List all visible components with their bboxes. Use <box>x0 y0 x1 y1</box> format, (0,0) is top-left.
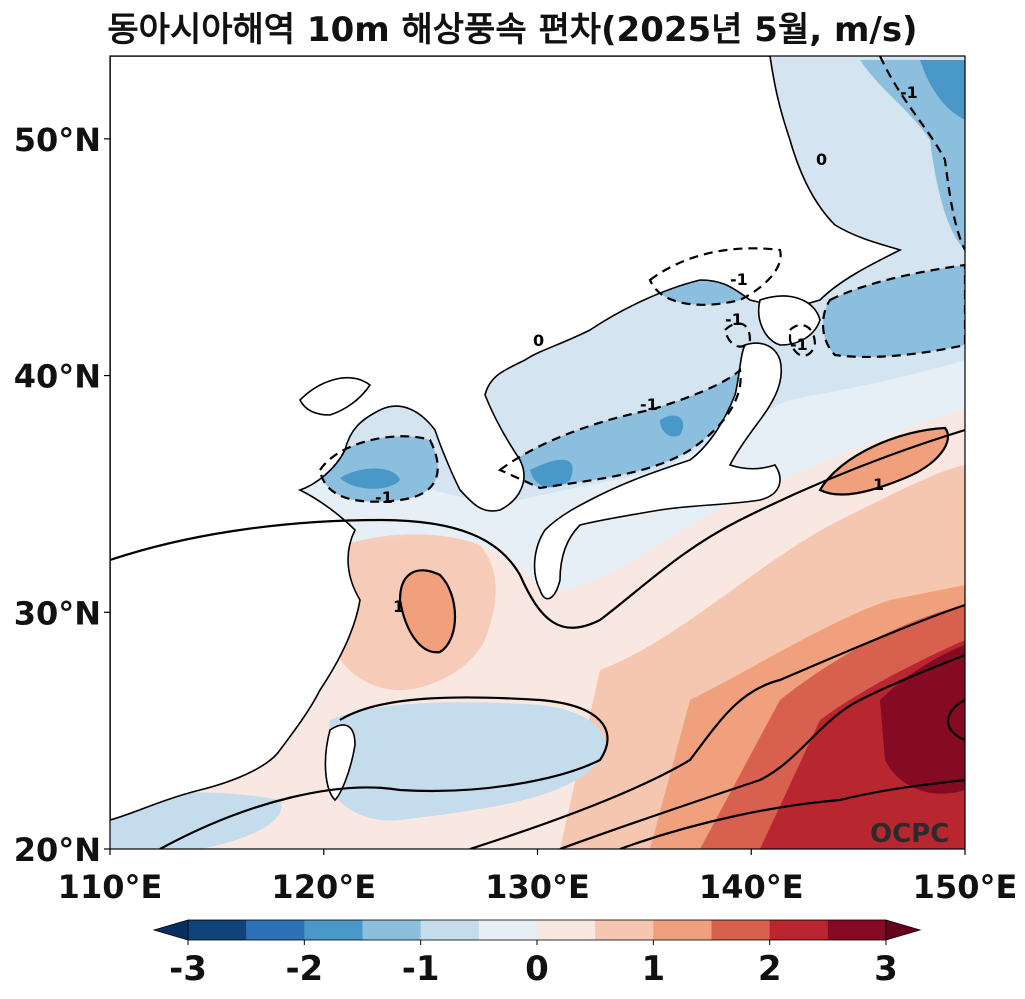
colorbar-max-extend <box>885 919 922 941</box>
contour-label: -1 <box>900 83 918 102</box>
colorbar-tick-label: -3 <box>169 949 207 989</box>
colorbar-swatch <box>769 920 829 940</box>
x-tick-label: 130°E <box>485 868 590 906</box>
colorbar-swatch <box>420 920 480 940</box>
x-tick-label: 150°E <box>913 868 1018 906</box>
colorbar-swatch <box>711 920 771 940</box>
contour-label: 0 <box>816 150 827 169</box>
contour-label: -1 <box>375 488 393 507</box>
colorbar-swatch <box>362 920 422 940</box>
x-tick-label: 120°E <box>271 868 376 906</box>
y-axis: 20°N 30°N 40°N 50°N <box>14 121 110 869</box>
colorbar-tick-label: -2 <box>285 949 323 989</box>
contour-label: 1 <box>393 597 404 616</box>
contour-label: -1 <box>640 395 658 414</box>
contour-lines <box>110 426 965 849</box>
colorbar-swatch <box>595 920 654 940</box>
contour-label: 0 <box>533 331 544 350</box>
y-tick-label: 50°N <box>14 121 101 159</box>
ocpc-watermark: OCPC <box>870 819 949 849</box>
colorbar-tick-label: 3 <box>874 949 898 989</box>
colorbar-swatch <box>246 920 305 940</box>
map-title: 동아시아해역 10m 해상풍속 편차(2025년 5월, m/s) <box>107 10 918 50</box>
colorbar-swatch <box>827 920 887 940</box>
contour-label: -1 <box>725 310 743 329</box>
contour-label: -1 <box>730 270 748 289</box>
negative-contour-lines <box>318 56 965 503</box>
colorbar-swatch <box>478 920 538 940</box>
colorbar-swatch <box>304 920 363 940</box>
colorbar: -3 -2 -1 0 1 2 3 <box>152 919 922 989</box>
colorbar-tick-label: 0 <box>525 949 549 989</box>
contour-label-group: -1 -1 -1 -1 -1 -1 0 0 1 1 <box>375 83 918 616</box>
colorbar-swatch <box>653 920 712 940</box>
colorbar-tick-label: 1 <box>641 949 665 989</box>
colorbar-swatch <box>537 920 596 940</box>
colorbar-tick-label: -1 <box>402 949 440 989</box>
y-tick-label: 30°N <box>14 594 101 632</box>
contour-label: 1 <box>873 475 884 494</box>
x-tick-label: 110°E <box>58 868 163 906</box>
contour-label: -1 <box>790 335 808 354</box>
colorbar-swatch <box>188 920 247 940</box>
colorbar-min-extend <box>152 919 189 941</box>
y-tick-label: 40°N <box>14 358 101 396</box>
colorbar-tick-label: 2 <box>758 949 782 989</box>
land-mass <box>110 56 903 821</box>
x-tick-label: 140°E <box>699 868 804 906</box>
x-axis: 110°E 120°E 130°E 140°E 150°E <box>58 849 1018 906</box>
y-tick-label: 20°N <box>14 831 101 869</box>
